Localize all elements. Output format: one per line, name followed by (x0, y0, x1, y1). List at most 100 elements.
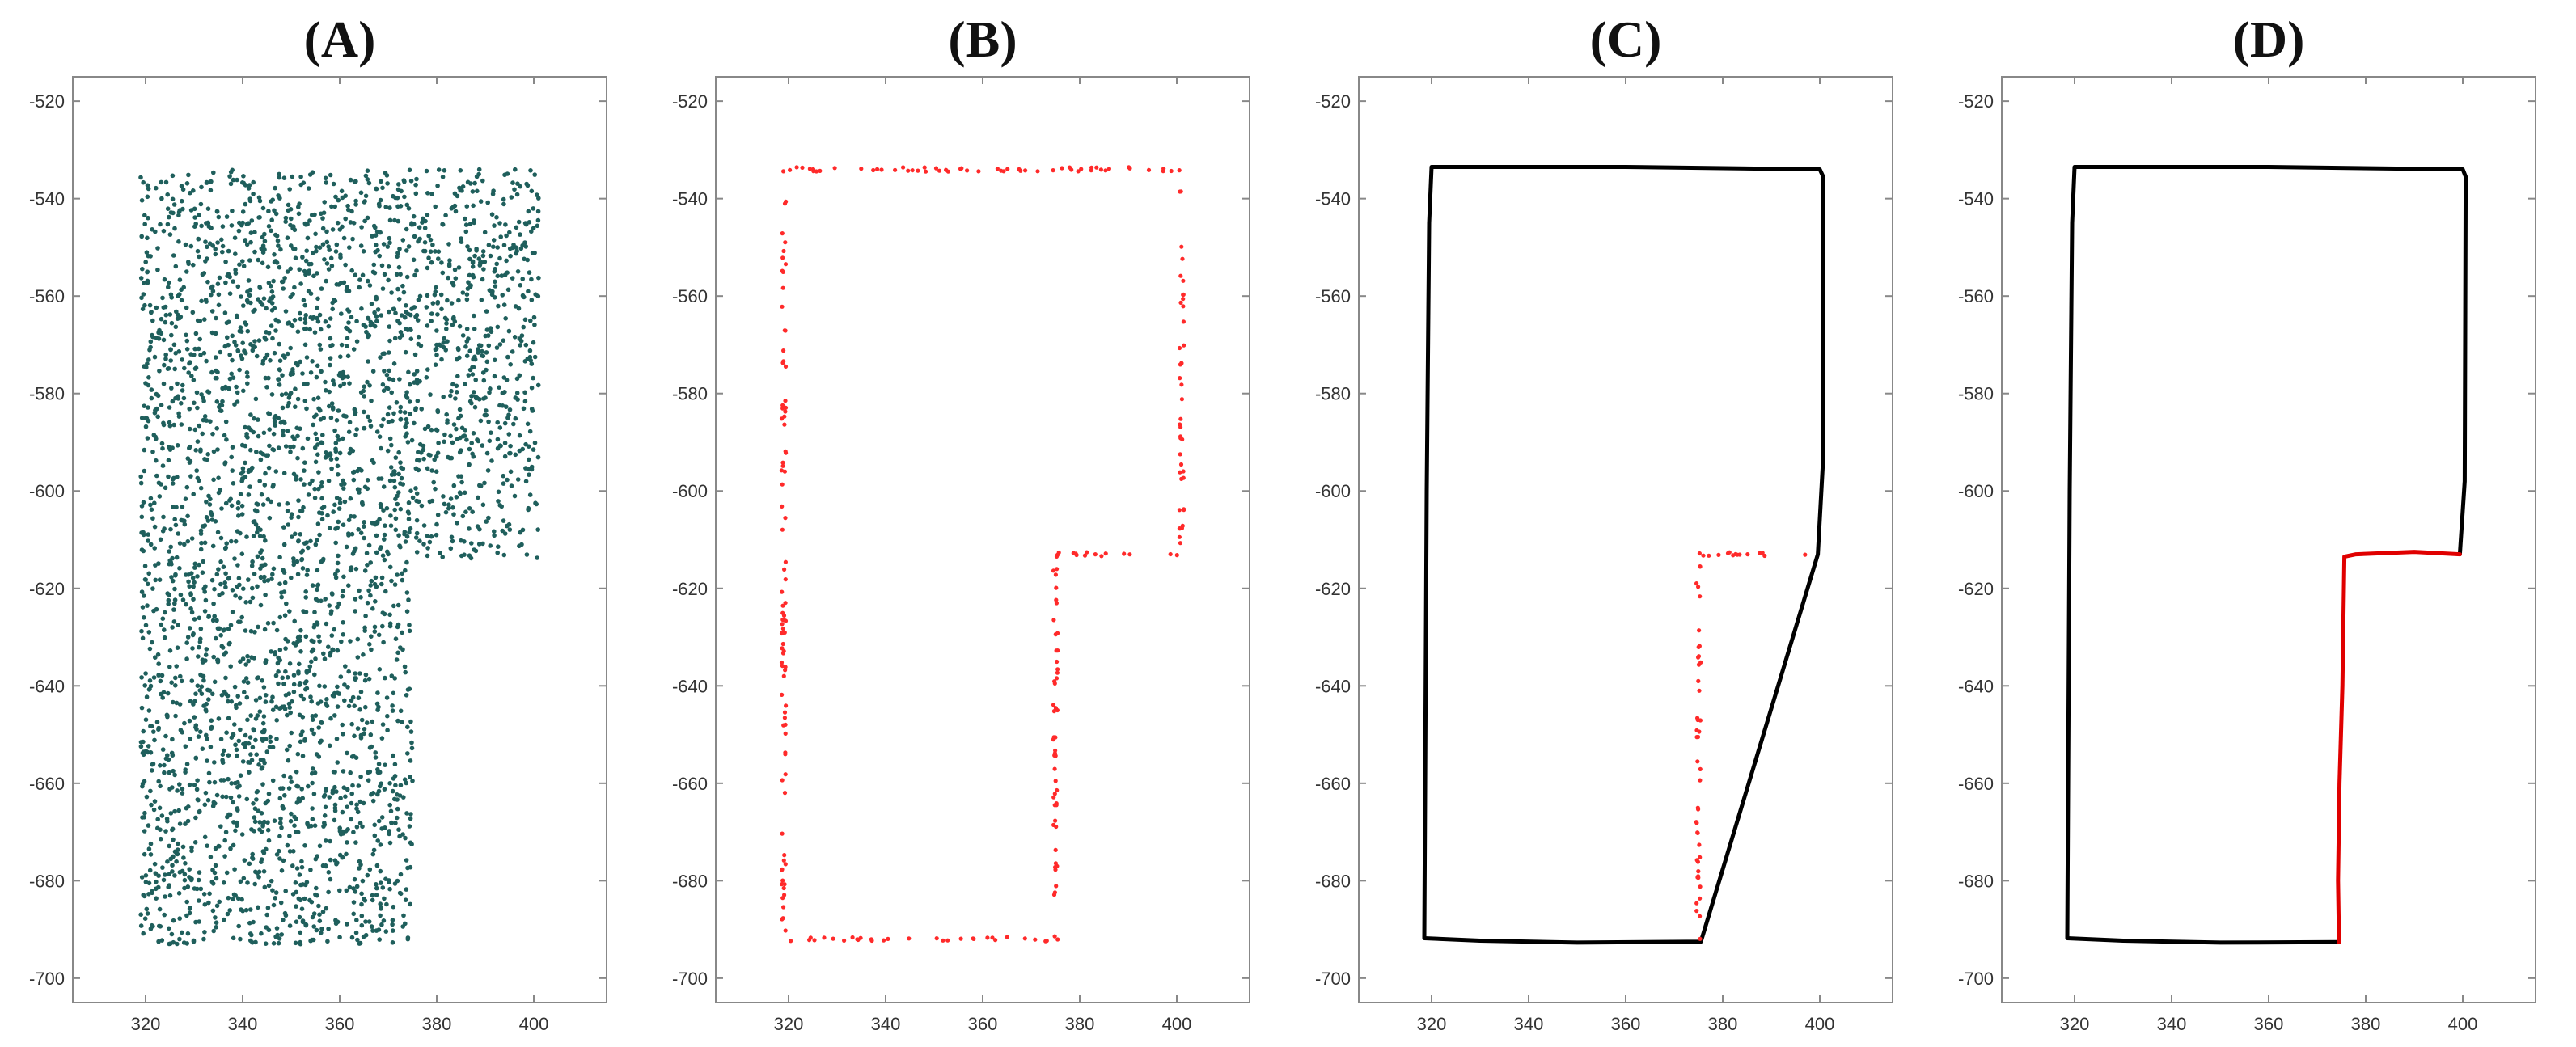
data-point (193, 755, 199, 761)
data-point (384, 505, 390, 511)
data-point (395, 254, 400, 260)
data-point (222, 461, 228, 467)
boundary-point (1696, 869, 1701, 874)
boundary-point (958, 936, 963, 941)
data-point (322, 813, 328, 818)
data-point (358, 774, 363, 779)
boundary-point (937, 168, 942, 173)
data-point (467, 399, 473, 404)
data-point (355, 726, 361, 731)
data-point (452, 191, 458, 196)
data-point (422, 240, 428, 245)
data-point (400, 630, 404, 635)
data-point (496, 489, 501, 495)
data-point (429, 319, 434, 323)
data-point (338, 674, 344, 679)
data-point (179, 184, 184, 188)
data-point (207, 688, 213, 693)
data-point (177, 821, 183, 826)
data-point (497, 221, 502, 226)
data-point (487, 390, 492, 395)
data-point (307, 261, 312, 267)
data-point (342, 481, 347, 487)
data-point (439, 306, 444, 312)
data-point (466, 373, 472, 378)
data-point (446, 502, 451, 507)
x-tick-label: 380 (1708, 1014, 1738, 1034)
boundary-point (1051, 703, 1056, 707)
data-point (407, 399, 412, 404)
data-point (211, 477, 216, 483)
data-point (334, 789, 339, 794)
data-point (278, 420, 284, 425)
data-point (219, 403, 225, 408)
data-point (472, 218, 476, 223)
data-point (522, 256, 527, 262)
data-point (218, 349, 223, 355)
data-point (167, 420, 172, 425)
data-point (393, 783, 398, 788)
data-point (195, 574, 200, 579)
data-point (184, 484, 190, 490)
data-point (147, 686, 152, 692)
data-point (256, 338, 262, 343)
boundary-point (1051, 709, 1056, 714)
data-point (156, 939, 161, 944)
data-point (242, 858, 247, 863)
data-point (270, 707, 276, 712)
data-point (262, 574, 267, 580)
data-point (296, 205, 301, 209)
data-point (368, 583, 374, 588)
data-point (187, 584, 192, 589)
boundary-point (1055, 567, 1060, 572)
data-point (188, 352, 193, 357)
data-point (501, 481, 506, 486)
data-point (388, 465, 394, 470)
data-point (341, 769, 346, 774)
data-point (374, 319, 379, 324)
data-point (402, 194, 407, 200)
data-point (268, 734, 273, 740)
boundary-point (1053, 861, 1058, 866)
data-point (143, 623, 149, 628)
data-point (163, 357, 168, 361)
data-point (523, 342, 529, 348)
data-point (153, 886, 159, 892)
data-point (242, 348, 247, 353)
boundary-point (783, 328, 788, 333)
data-point (300, 754, 306, 758)
data-point (255, 713, 260, 718)
data-point (277, 382, 282, 387)
data-point (316, 634, 321, 639)
data-point (320, 558, 326, 563)
data-point (296, 896, 302, 901)
data-point (146, 538, 150, 543)
boundary-point (1177, 345, 1182, 351)
data-point (175, 851, 180, 857)
data-point (155, 652, 161, 657)
data-point (379, 313, 384, 318)
data-point (442, 336, 446, 341)
boundary-point (780, 460, 785, 465)
data-point (145, 269, 150, 275)
data-point (240, 340, 246, 346)
data-point (177, 541, 183, 546)
boundary-point (1698, 884, 1703, 889)
data-point (180, 786, 185, 792)
boundary-point (1055, 937, 1060, 942)
data-point (366, 542, 372, 548)
data-point (248, 239, 253, 245)
data-point (153, 229, 158, 234)
boundary-point (1022, 936, 1027, 941)
boundary-point (780, 589, 785, 594)
data-point (380, 553, 386, 558)
data-point (180, 187, 186, 192)
data-point (260, 260, 265, 266)
boundary-point (1054, 824, 1059, 830)
data-point (187, 906, 192, 911)
data-point (484, 450, 490, 456)
data-point (242, 690, 247, 694)
data-point (320, 216, 325, 221)
data-point (170, 173, 176, 179)
data-point (250, 585, 255, 591)
